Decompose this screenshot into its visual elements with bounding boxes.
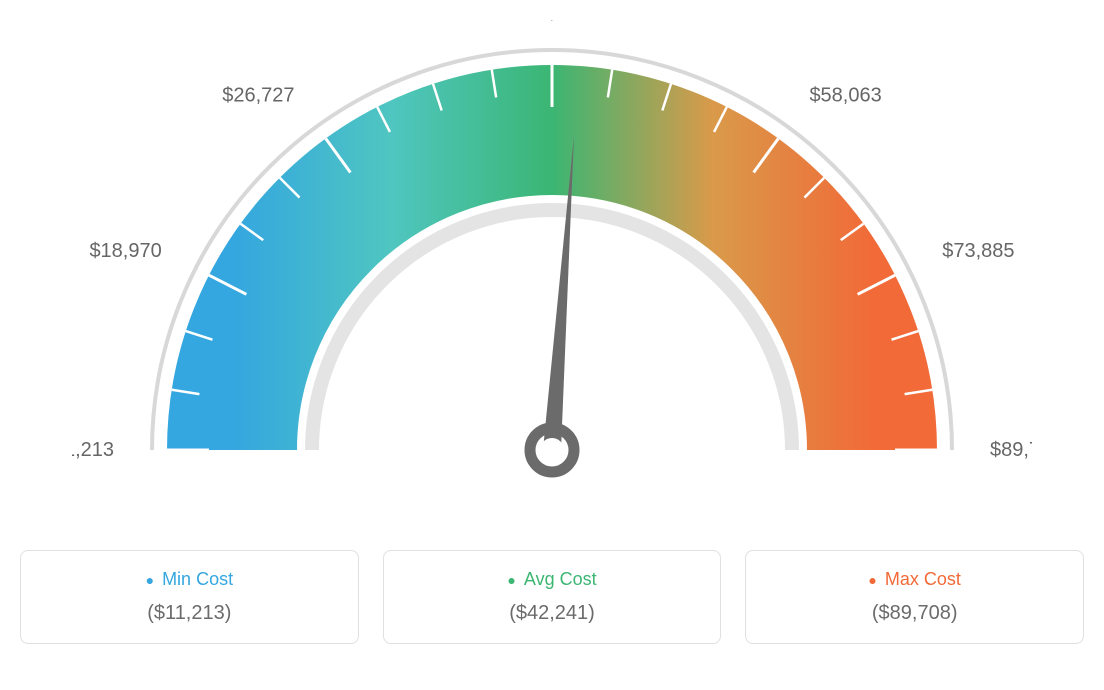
gauge-svg-container: $11,213 $18,970 $26,727 $42,241 $58,063 $73,8… <box>20 20 1084 520</box>
scale-label: $18,970 <box>89 240 161 262</box>
scale-label: $11,213 <box>72 439 114 461</box>
legend-row: Min Cost ($11,213) Avg Cost ($42,241) Ma… <box>20 550 1084 644</box>
scale-label: $26,727 <box>222 85 294 107</box>
legend-value-min: ($11,213) <box>31 602 348 625</box>
legend-card-avg: Avg Cost ($42,241) <box>383 550 722 644</box>
scale-label: $89,708 <box>990 439 1032 461</box>
scale-label: $42,241 <box>516 20 588 23</box>
legend-card-max: Max Cost ($89,708) <box>745 550 1084 644</box>
legend-label-min: Min Cost <box>31 569 348 590</box>
legend-value-max: ($89,708) <box>756 602 1073 625</box>
gauge-svg: $11,213 $18,970 $26,727 $42,241 $58,063 $73,8… <box>72 20 1032 520</box>
scale-label: $58,063 <box>809 85 881 107</box>
scale-label: $73,885 <box>942 240 1014 262</box>
legend-label-max: Max Cost <box>756 569 1073 590</box>
cost-gauge-chart: $11,213 $18,970 $26,727 $42,241 $58,063 $73,8… <box>20 20 1084 644</box>
legend-label-avg: Avg Cost <box>394 569 711 590</box>
legend-value-avg: ($42,241) <box>394 602 711 625</box>
legend-card-min: Min Cost ($11,213) <box>20 550 359 644</box>
